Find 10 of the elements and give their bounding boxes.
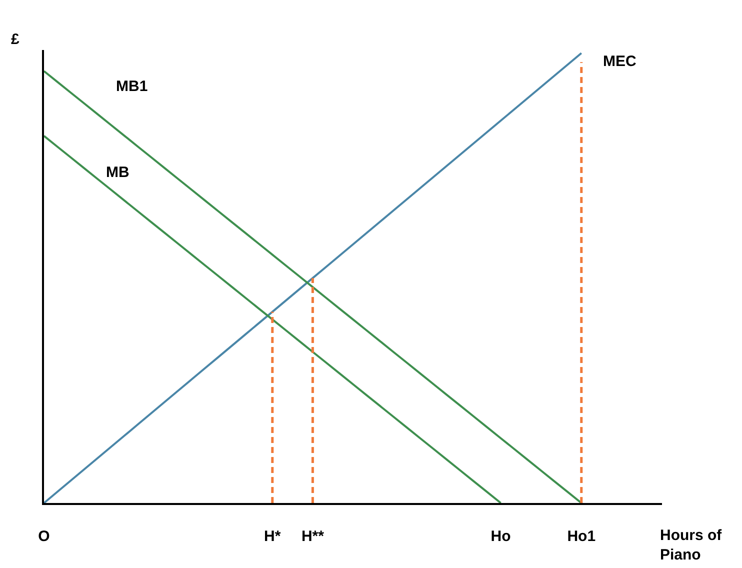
x-tick-label: H** bbox=[301, 528, 324, 545]
x-tick-label: Ho1 bbox=[567, 528, 596, 545]
x-axis-title: Hours of Piano bbox=[660, 527, 723, 564]
series-label: MB bbox=[106, 164, 130, 181]
x-tick-label: H* bbox=[264, 528, 281, 545]
y-axis-title: £ bbox=[11, 31, 20, 48]
x-tick-label: Ho bbox=[490, 528, 511, 545]
series-label: MEC bbox=[603, 53, 636, 70]
x-tick-label: O bbox=[38, 528, 50, 545]
series-label: MB1 bbox=[116, 78, 148, 95]
